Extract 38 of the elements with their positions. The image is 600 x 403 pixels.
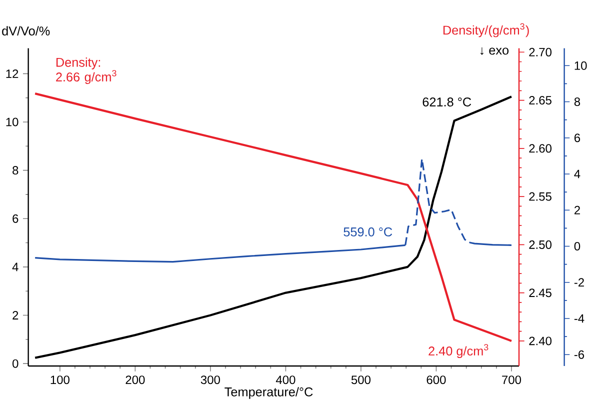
y3-tick-label: 0 — [574, 242, 580, 250]
y-tick-label: 2 — [12, 311, 18, 320]
annotation: 559.0 °C — [344, 227, 392, 236]
y-tick-label: 8 — [12, 166, 18, 175]
y2-tick-label: 2.70 — [529, 48, 552, 56]
y3-tick-label: 2 — [574, 206, 580, 214]
y2-tick-label: 2.40 — [529, 336, 552, 346]
y3-tick-label: 10 — [574, 61, 587, 70]
y3-tick-label: 8 — [574, 98, 580, 106]
annotation: ↓ exo — [480, 47, 509, 55]
x-tick-label: 400 — [276, 376, 296, 384]
x-tick-label: 100 — [50, 376, 70, 384]
y-tick-label: 12 — [6, 69, 18, 78]
annotation: 2.40 g/cm$^{3}$ — [428, 344, 488, 358]
y-tick-label: 6 — [12, 214, 18, 223]
x-tick-label: 200 — [126, 376, 145, 384]
y2-tick-label: 2.65 — [529, 96, 552, 105]
y3-tick-label: -4 — [574, 314, 584, 323]
x-tick-label: 300 — [200, 376, 220, 384]
x-tick-label: 500 — [351, 376, 371, 384]
y-tick-label: 0 — [12, 359, 18, 368]
x-axis-title: Temperature/°C — [224, 387, 313, 399]
annotation: 621.8 °C — [422, 98, 472, 106]
y2-tick-label: 2.45 — [529, 288, 552, 298]
y2-tick-label: 2.55 — [529, 192, 552, 201]
y3-tick-label: 6 — [574, 134, 580, 142]
y2-tick-label: 2.50 — [529, 240, 552, 249]
y3-tick-label: 4 — [574, 170, 580, 178]
y2-tick-label: 2.60 — [529, 144, 552, 153]
y-tick-label: 10 — [6, 118, 18, 126]
x-tick-label: 600 — [426, 376, 446, 384]
y3-tick-label: -6 — [574, 350, 584, 359]
x-tick-label: 700 — [502, 376, 522, 384]
y-axis-title: dV/Vo/% — [2, 26, 50, 36]
y3-tick-label: -2 — [574, 278, 584, 287]
y2-axis-title: Density/(g/cm$^{3}$) — [443, 23, 529, 38]
y-tick-label: 4 — [12, 262, 18, 272]
annotation: Density: 2.66 g/cm$^{3}$ — [56, 58, 116, 84]
